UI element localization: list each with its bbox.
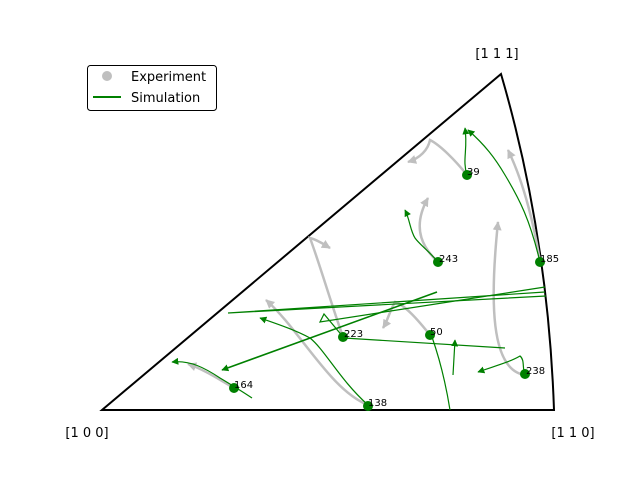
grain-markers (229, 170, 545, 411)
grain-label-185: 185 (540, 254, 559, 265)
triangle-outline (99, 72, 556, 411)
grain-marker-138 (363, 401, 373, 411)
simulation-path-223b (227, 291, 547, 314)
legend-experiment-marker (102, 71, 112, 81)
grain-label-138: 138 (368, 398, 387, 409)
simulation-path-185 (467, 129, 541, 263)
simulation-path-50 (431, 337, 455, 411)
corner-label-100: [1 0 0] (65, 426, 108, 441)
grain-marker-39 (462, 170, 472, 180)
stereographic-triangle (99, 72, 556, 411)
simulation-path-243 (404, 209, 439, 263)
corner-label-110: [1 1 0] (551, 426, 594, 441)
simulation-path-238 (477, 355, 526, 376)
legend-box (87, 65, 217, 111)
experiment-path-39 (407, 138, 468, 176)
experiment-path-238 (492, 221, 526, 377)
experiment-path-138 (265, 299, 369, 407)
experiment-trajectories (187, 138, 542, 407)
legend-experiment-label: Experiment (131, 70, 206, 85)
grain-marker-243 (433, 257, 443, 267)
grain-marker-185 (535, 257, 545, 267)
grain-label-238: 238 (526, 366, 545, 377)
grain-label-243: 243 (439, 254, 458, 265)
grain-marker-164 (229, 383, 239, 393)
corner-label-111: [1 1 1] (475, 47, 518, 62)
legend: Experiment Simulation (87, 65, 217, 111)
simulation-path-223a (318, 286, 546, 349)
simulation-path-138 (259, 316, 369, 406)
simulation-path-164 (171, 357, 253, 399)
simulation-path-long (221, 291, 438, 372)
grain-label-164: 164 (234, 380, 253, 391)
experiment-path-185 (506, 149, 542, 263)
legend-simulation-label: Simulation (131, 91, 200, 106)
grain-label-50: 50 (430, 327, 443, 338)
grain-marker-50 (425, 330, 435, 340)
grain-label-39: 39 (467, 167, 480, 178)
grain-marker-238 (520, 369, 530, 379)
grain-label-223: 223 (344, 329, 363, 340)
experiment-path-223 (308, 236, 345, 338)
experiment-path-50 (381, 300, 431, 336)
grain-marker-223 (338, 332, 348, 342)
grain-labels: 39 185 243 223 50 238 164 138 (234, 167, 559, 409)
simulation-trajectories (171, 127, 547, 411)
